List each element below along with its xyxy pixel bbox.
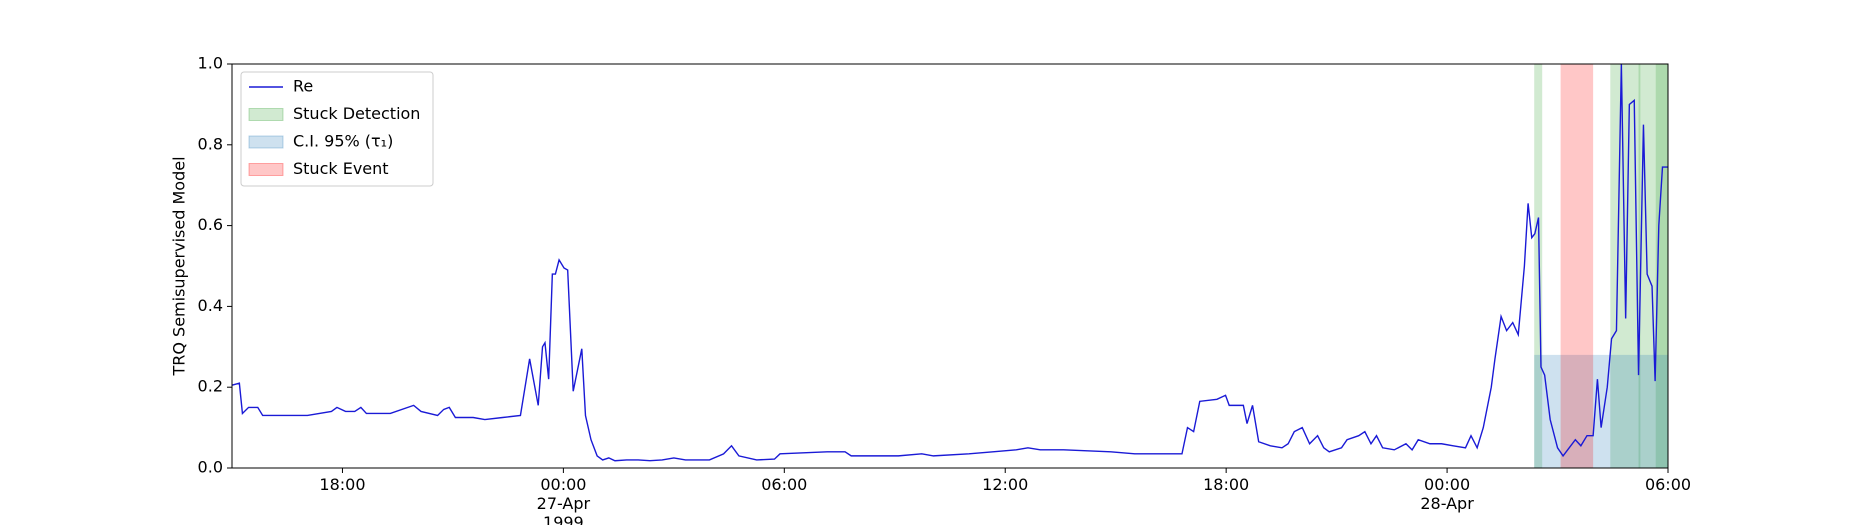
legend-label: Stuck Event xyxy=(293,159,389,178)
legend-label: C.I. 95% (τ₁) xyxy=(293,132,393,151)
y-axis-label: TRQ Semisupervised Model xyxy=(170,156,189,376)
legend-patch xyxy=(248,108,284,121)
data-line xyxy=(231,63,1668,462)
plot-frame xyxy=(231,63,1669,469)
x-tick-label: 00:00 27-Apr 1999 xyxy=(537,475,591,525)
y-tick-label: 0.4 xyxy=(198,296,223,315)
x-tick-label: 06:00 xyxy=(1645,475,1691,494)
x-tick-label: 06:00 xyxy=(761,475,807,494)
legend-label: Re xyxy=(293,77,313,96)
y-tick-label: 0.8 xyxy=(198,134,223,153)
legend-patch xyxy=(248,163,284,176)
x-tick-label: 18:00 xyxy=(1203,475,1249,494)
y-tick-label: 1.0 xyxy=(198,54,223,73)
legend: Re Stuck Detection C.I. 95% (τ₁) Stuck Even… xyxy=(240,71,434,187)
span xyxy=(1534,354,1668,468)
legend-label: Stuck Detection xyxy=(293,104,420,123)
x-tick-label: 18:00 xyxy=(319,475,365,494)
x-tick-label: 00:00 28-Apr xyxy=(1420,475,1474,513)
span xyxy=(1534,64,1543,468)
y-tick-label: 0.6 xyxy=(198,215,223,234)
y-tick-label: 0.0 xyxy=(198,458,223,477)
legend-box xyxy=(240,71,434,187)
span xyxy=(1560,64,1594,468)
x-tick-label: 12:00 xyxy=(982,475,1028,494)
span xyxy=(1655,64,1668,468)
y-tick-label: 0.2 xyxy=(198,377,223,396)
legend-patch xyxy=(248,135,284,149)
